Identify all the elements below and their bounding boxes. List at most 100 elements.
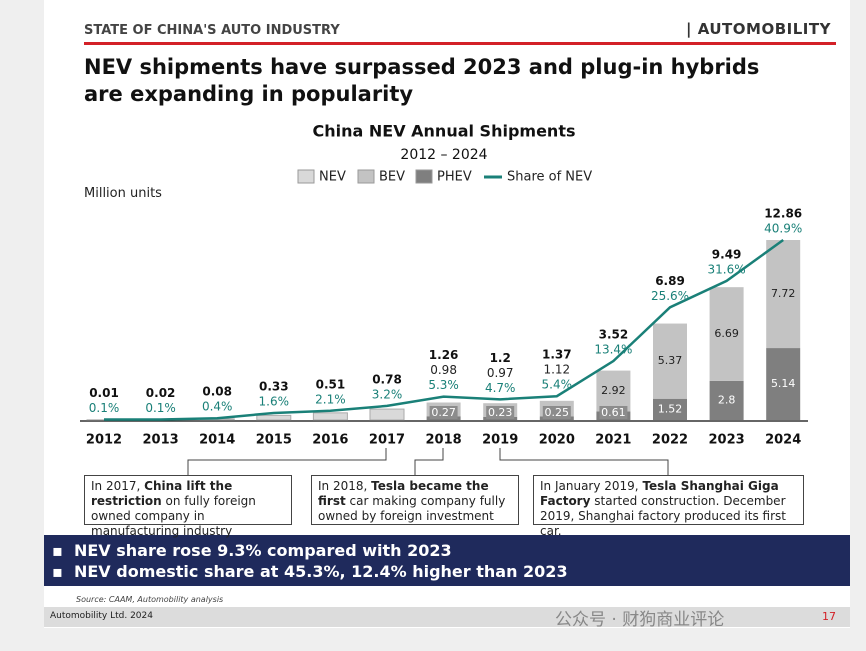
data-label: 2.92 bbox=[601, 384, 626, 397]
page-number: 17 bbox=[822, 610, 836, 623]
data-label: 2.1% bbox=[315, 392, 346, 406]
data-label: 0.27 bbox=[431, 406, 456, 419]
x-tick-label: 2019 bbox=[482, 433, 518, 448]
data-label: 2.8 bbox=[718, 393, 736, 406]
data-label: 25.6% bbox=[651, 289, 689, 303]
data-label: 9.49 bbox=[712, 247, 742, 261]
x-tick-label: 2012 bbox=[86, 433, 122, 448]
data-label: 3.52 bbox=[599, 328, 629, 342]
chart-title: China NEV Annual Shipments bbox=[313, 122, 576, 141]
data-label: 1.6% bbox=[259, 394, 290, 408]
callout-text: car making company fully owned by foreig… bbox=[318, 494, 506, 523]
data-label: 5.3% bbox=[428, 378, 459, 392]
bar bbox=[256, 414, 292, 421]
chart-subtitle: 2012 – 2024 bbox=[400, 147, 487, 163]
headline: NEV shipments have surpassed 2023 and pl… bbox=[84, 55, 760, 106]
footer-bar bbox=[44, 607, 850, 627]
callout-text: In 2017, bbox=[91, 479, 145, 493]
legend-swatch bbox=[297, 169, 315, 184]
callout: In January 2019, Tesla Shanghai Giga Fac… bbox=[533, 475, 804, 538]
bullet-text: NEV domestic share at 45.3%, 12.4% highe… bbox=[73, 562, 568, 581]
bar-segment bbox=[766, 240, 801, 349]
bar bbox=[369, 408, 405, 421]
x-tick-label: 2018 bbox=[426, 433, 462, 448]
x-tick-label: 2024 bbox=[765, 433, 801, 448]
company: Automobility Ltd. 2024 bbox=[50, 611, 153, 621]
data-label: 12.86 bbox=[764, 207, 802, 221]
bar bbox=[312, 412, 348, 421]
bar-segment bbox=[653, 323, 687, 399]
bar-segment bbox=[709, 287, 744, 381]
x-tick-label: 2023 bbox=[709, 433, 745, 448]
label-bg bbox=[486, 406, 515, 419]
legend-label: NEV bbox=[319, 170, 346, 185]
data-label: 0.02 bbox=[146, 386, 176, 400]
connector bbox=[499, 448, 669, 476]
data-label: 0.78 bbox=[372, 372, 402, 386]
banner bbox=[44, 535, 850, 586]
data-label: 0.23 bbox=[488, 406, 513, 419]
data-label: 1.2 bbox=[490, 351, 511, 365]
watermark: 公众号 · 财狗商业评论 bbox=[555, 610, 725, 630]
data-label: 0.4% bbox=[202, 400, 233, 414]
data-label: 3.2% bbox=[372, 387, 403, 401]
data-label: 0.61 bbox=[601, 406, 626, 419]
callout: In 2018, Tesla became the first car maki… bbox=[311, 475, 519, 525]
brand: | AUTOMOBILITY bbox=[686, 20, 831, 38]
data-label: 0.97 bbox=[487, 366, 514, 380]
bar-segment bbox=[766, 348, 801, 420]
data-label: 6.89 bbox=[655, 274, 685, 288]
data-label: 0.51 bbox=[316, 377, 346, 391]
data-label: 5.4% bbox=[542, 378, 573, 392]
x-tick-label: 2017 bbox=[369, 433, 405, 448]
section-title: STATE OF CHINA'S AUTO INDUSTRY bbox=[84, 23, 340, 38]
y-axis-label: Million units bbox=[84, 186, 162, 201]
data-label: 0.01 bbox=[89, 386, 119, 400]
bullet-text: NEV share rose 9.3% compared with 2023 bbox=[73, 541, 452, 560]
bullet: ▪ NEV domestic share at 45.3%, 12.4% hig… bbox=[52, 562, 568, 581]
x-tick-label: 2014 bbox=[199, 433, 235, 448]
callout-text: In January 2019, bbox=[540, 479, 643, 493]
data-label: 1.37 bbox=[542, 348, 572, 362]
header-rule bbox=[84, 42, 836, 45]
legend-swatch bbox=[415, 169, 433, 184]
data-label: 0.08 bbox=[202, 385, 232, 399]
data-label: 0.98 bbox=[430, 363, 457, 377]
legend-label: PHEV bbox=[437, 170, 472, 185]
bar-segment bbox=[709, 380, 744, 420]
connector bbox=[414, 448, 444, 476]
data-label: 1.52 bbox=[658, 402, 683, 415]
legend-label: BEV bbox=[379, 170, 405, 185]
legend-swatch bbox=[357, 169, 375, 184]
bullet: ▪ NEV share rose 9.3% compared with 2023 bbox=[52, 541, 452, 560]
callout-text: In 2018, bbox=[318, 479, 372, 493]
label-bg bbox=[542, 406, 571, 419]
data-label: 5.14 bbox=[771, 377, 796, 390]
legend-label: Share of NEV bbox=[507, 170, 592, 185]
x-tick-label: 2015 bbox=[256, 433, 292, 448]
x-tick-label: 2021 bbox=[595, 433, 631, 448]
callout-bold: Tesla Shanghai Giga Factory bbox=[540, 479, 779, 508]
brand-name: AUTOMOBILITY bbox=[697, 20, 831, 38]
source: Source: CAAM, Automobility analysis bbox=[76, 595, 224, 604]
data-label: 0.1% bbox=[145, 401, 176, 415]
callout: In 2017, China lift the restriction on f… bbox=[84, 475, 292, 538]
data-label: 1.12 bbox=[543, 363, 570, 377]
x-tick-label: 2022 bbox=[652, 433, 688, 448]
connectors bbox=[187, 448, 669, 476]
x-tick-label: 2020 bbox=[539, 433, 575, 448]
data-label: 4.7% bbox=[485, 381, 516, 395]
data-label: 1.26 bbox=[429, 348, 459, 362]
x-tick-label: 2013 bbox=[143, 433, 179, 448]
data-label: 0.1% bbox=[89, 401, 120, 415]
callout-text: on fully foreign owned company in manufa… bbox=[91, 494, 256, 538]
callout-text: started construction. December 2019, Sha… bbox=[540, 494, 786, 538]
data-label: 7.72 bbox=[771, 287, 796, 300]
bar-segment bbox=[596, 370, 631, 412]
label-bg bbox=[429, 406, 458, 419]
connector bbox=[187, 448, 387, 476]
data-label: 0.25 bbox=[545, 406, 570, 419]
callout-bold: China lift the restriction bbox=[91, 479, 233, 508]
